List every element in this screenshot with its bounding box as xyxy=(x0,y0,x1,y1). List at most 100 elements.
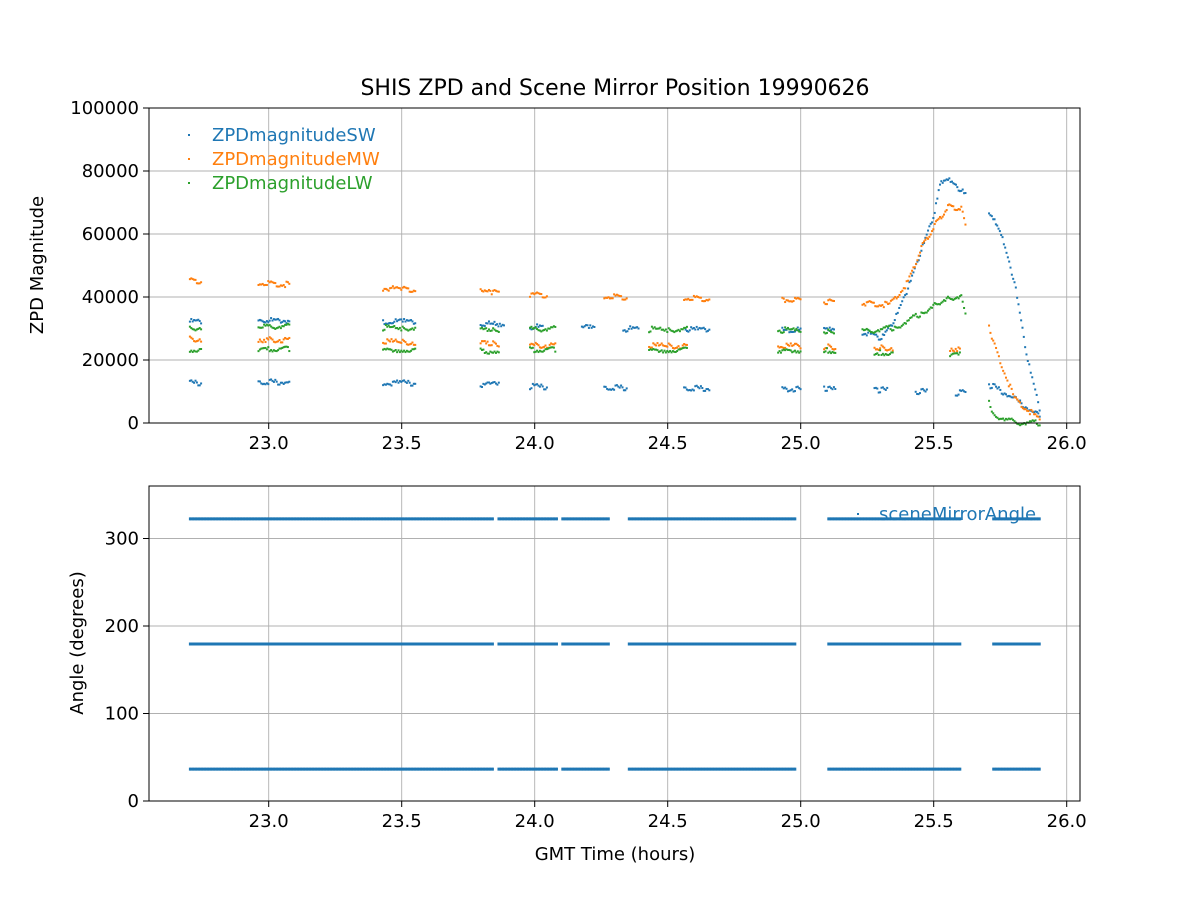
data-point xyxy=(281,284,284,287)
data-point xyxy=(779,331,782,334)
data-point xyxy=(747,767,750,771)
data-point xyxy=(554,517,557,521)
data-point xyxy=(914,312,917,315)
data-point xyxy=(238,517,241,521)
data-point xyxy=(825,327,828,330)
data-point xyxy=(1029,642,1032,646)
data-point xyxy=(227,642,230,646)
data-point xyxy=(852,642,855,646)
data-point xyxy=(666,345,669,348)
data-point xyxy=(778,329,781,332)
data-point xyxy=(434,767,437,771)
data-point xyxy=(391,285,394,288)
data-point xyxy=(664,345,667,348)
data-point xyxy=(191,767,194,771)
data-point xyxy=(531,327,534,330)
data-point xyxy=(1000,417,1003,420)
data-point xyxy=(489,329,492,332)
data-point xyxy=(876,335,879,338)
data-point xyxy=(388,517,391,521)
data-point xyxy=(782,387,785,390)
data-point xyxy=(414,290,417,293)
data-point xyxy=(261,341,264,344)
data-point xyxy=(875,517,878,521)
data-point xyxy=(949,180,952,183)
data-point xyxy=(316,642,319,646)
data-point xyxy=(274,517,277,521)
data-point xyxy=(662,517,665,521)
data-point xyxy=(519,767,522,771)
zpd-y-axis-label: ZPD Magnitude xyxy=(27,196,48,334)
data-point xyxy=(1001,642,1004,646)
data-point xyxy=(1031,410,1034,413)
data-point xyxy=(762,767,765,771)
data-point xyxy=(719,767,722,771)
data-point xyxy=(921,242,924,245)
data-point xyxy=(653,517,656,521)
data-point xyxy=(786,390,789,393)
data-point xyxy=(545,386,548,389)
data-point xyxy=(543,642,546,646)
data-point xyxy=(359,767,362,771)
data-point xyxy=(684,386,687,389)
data-point xyxy=(752,517,755,521)
mirror-xtick-label: 24.5 xyxy=(648,811,688,832)
data-point xyxy=(990,337,993,340)
data-point xyxy=(293,767,296,771)
data-point xyxy=(545,346,548,349)
data-point xyxy=(394,381,397,384)
data-point xyxy=(452,517,455,521)
data-point xyxy=(283,767,286,771)
data-point xyxy=(1020,767,1023,771)
data-point xyxy=(268,319,271,322)
data-point xyxy=(945,642,948,646)
data-point xyxy=(260,319,263,322)
data-point xyxy=(791,344,794,347)
data-point xyxy=(380,517,383,521)
data-point xyxy=(585,324,588,327)
data-point xyxy=(200,281,203,284)
data-point xyxy=(764,767,767,771)
data-point xyxy=(956,209,959,212)
data-point xyxy=(406,767,409,771)
data-point xyxy=(433,767,436,771)
data-point xyxy=(401,338,404,341)
data-point xyxy=(725,517,728,521)
data-point xyxy=(494,323,497,326)
data-point xyxy=(382,517,385,521)
data-point xyxy=(245,642,248,646)
data-point xyxy=(545,348,548,351)
data-point xyxy=(916,392,919,395)
data-point xyxy=(555,767,558,771)
data-point xyxy=(663,344,666,347)
data-point xyxy=(874,353,877,356)
data-point xyxy=(230,642,233,646)
data-point xyxy=(996,416,999,419)
data-point xyxy=(1029,371,1032,374)
data-point xyxy=(839,642,842,646)
data-point xyxy=(650,767,653,771)
data-point xyxy=(533,642,536,646)
data-point xyxy=(410,767,413,771)
data-point xyxy=(229,767,232,771)
data-point xyxy=(673,347,676,350)
data-point xyxy=(650,517,653,521)
data-point xyxy=(400,642,403,646)
data-point xyxy=(383,642,386,646)
data-point xyxy=(883,346,886,349)
data-point xyxy=(264,383,267,386)
data-point xyxy=(899,326,902,329)
data-point xyxy=(485,290,488,293)
data-point xyxy=(549,517,552,521)
data-point xyxy=(633,767,636,771)
data-point xyxy=(947,295,949,298)
data-point xyxy=(831,517,834,521)
data-point xyxy=(685,343,688,346)
data-point xyxy=(784,346,787,349)
data-point xyxy=(903,642,906,646)
data-point xyxy=(1028,420,1031,423)
data-point xyxy=(346,642,349,646)
data-point xyxy=(493,328,496,331)
data-point xyxy=(879,391,882,394)
data-point xyxy=(473,517,476,521)
